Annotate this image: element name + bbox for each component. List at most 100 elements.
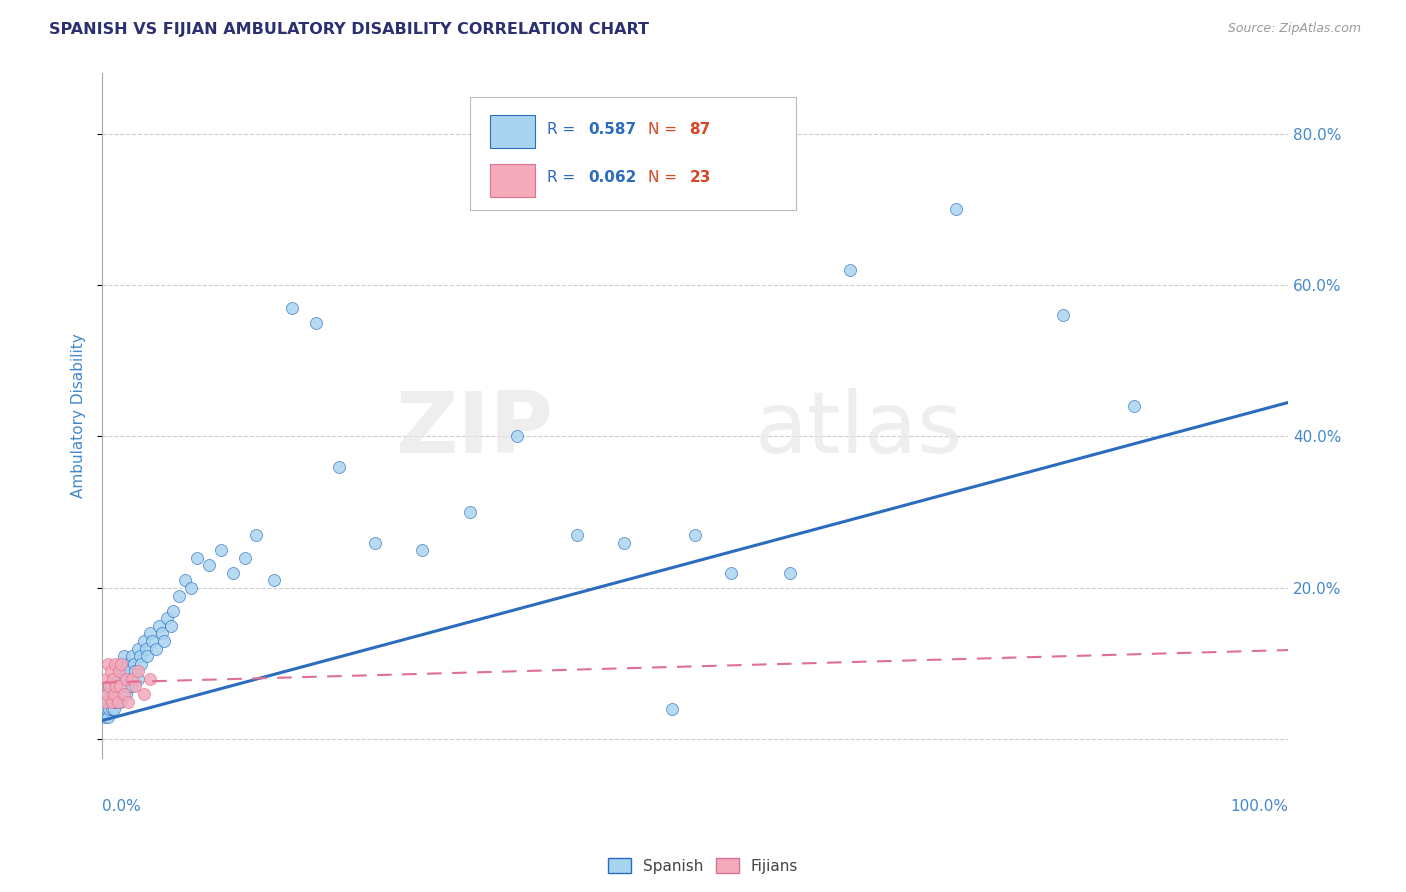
Point <box>98 680 121 694</box>
Point <box>97 709 120 723</box>
Point <box>141 634 163 648</box>
Point <box>117 657 139 671</box>
Point <box>105 680 128 694</box>
Point <box>104 680 127 694</box>
Point <box>169 589 191 603</box>
Point <box>97 694 120 708</box>
Point <box>160 619 183 633</box>
Point <box>233 550 256 565</box>
Point <box>122 657 145 671</box>
Point <box>107 680 129 694</box>
Point <box>112 687 135 701</box>
Point <box>613 535 636 549</box>
Point <box>153 634 176 648</box>
Point <box>108 680 131 694</box>
Point <box>127 665 149 679</box>
Point <box>129 649 152 664</box>
Point <box>108 665 131 679</box>
Point <box>124 665 146 679</box>
Point <box>105 687 128 701</box>
Point <box>107 694 129 708</box>
Point <box>186 550 208 565</box>
Point <box>103 702 125 716</box>
Text: ZIP: ZIP <box>395 388 553 471</box>
Point <box>145 641 167 656</box>
Point <box>108 687 131 701</box>
Point <box>112 672 135 686</box>
Point <box>411 543 433 558</box>
Point <box>107 694 129 708</box>
Point <box>127 641 149 656</box>
Point <box>93 709 115 723</box>
Point <box>245 528 267 542</box>
Point <box>110 680 132 694</box>
Point <box>117 680 139 694</box>
Point <box>110 657 132 671</box>
Point <box>98 680 121 694</box>
Point <box>101 672 124 686</box>
Point <box>945 202 967 217</box>
Text: R =: R = <box>547 121 581 136</box>
Y-axis label: Ambulatory Disability: Ambulatory Disability <box>72 334 86 498</box>
Point <box>97 657 120 671</box>
Point <box>101 694 124 708</box>
Bar <box>491 115 536 148</box>
Point <box>104 694 127 708</box>
Point <box>661 702 683 716</box>
Point <box>108 665 131 679</box>
Point <box>136 649 159 664</box>
Text: atlas: atlas <box>755 388 963 471</box>
Point <box>94 672 117 686</box>
Point <box>96 687 118 701</box>
Point <box>222 566 245 580</box>
Bar <box>491 164 536 197</box>
Point <box>108 672 131 686</box>
Point <box>720 566 742 580</box>
Point <box>108 694 131 708</box>
Point <box>1052 308 1074 322</box>
Text: 0.587: 0.587 <box>589 121 637 136</box>
Point <box>131 657 153 671</box>
Point <box>124 680 146 694</box>
Point <box>93 694 115 708</box>
Point <box>118 665 141 679</box>
Point <box>162 604 184 618</box>
Point <box>96 687 118 701</box>
Point <box>117 694 139 708</box>
Point <box>328 459 350 474</box>
Point <box>115 687 138 701</box>
Point <box>458 505 481 519</box>
Legend: Spanish, Fijians: Spanish, Fijians <box>602 852 804 880</box>
Point <box>104 657 127 671</box>
Point <box>105 672 128 686</box>
Text: 0.062: 0.062 <box>589 170 637 186</box>
Point <box>100 694 122 708</box>
Point <box>156 611 179 625</box>
Text: 87: 87 <box>689 121 710 136</box>
Point <box>100 694 122 708</box>
Point <box>114 680 136 694</box>
Text: 23: 23 <box>689 170 711 186</box>
Point <box>120 672 142 686</box>
Point <box>111 687 134 701</box>
Point <box>103 687 125 701</box>
Point <box>305 316 328 330</box>
Point <box>98 702 121 716</box>
Point <box>150 626 173 640</box>
Point <box>112 649 135 664</box>
Point <box>96 702 118 716</box>
Point <box>506 429 529 443</box>
Point <box>138 672 160 686</box>
Point <box>148 619 170 633</box>
Point <box>364 535 387 549</box>
Point <box>132 634 155 648</box>
Point <box>115 672 138 686</box>
Point <box>174 574 197 588</box>
Text: 100.0%: 100.0% <box>1230 799 1288 814</box>
Text: SPANISH VS FIJIAN AMBULATORY DISABILITY CORRELATION CHART: SPANISH VS FIJIAN AMBULATORY DISABILITY … <box>49 22 650 37</box>
Point <box>838 263 860 277</box>
Text: N =: N = <box>648 170 682 186</box>
Point <box>127 672 149 686</box>
Point <box>103 672 125 686</box>
Point <box>121 672 143 686</box>
